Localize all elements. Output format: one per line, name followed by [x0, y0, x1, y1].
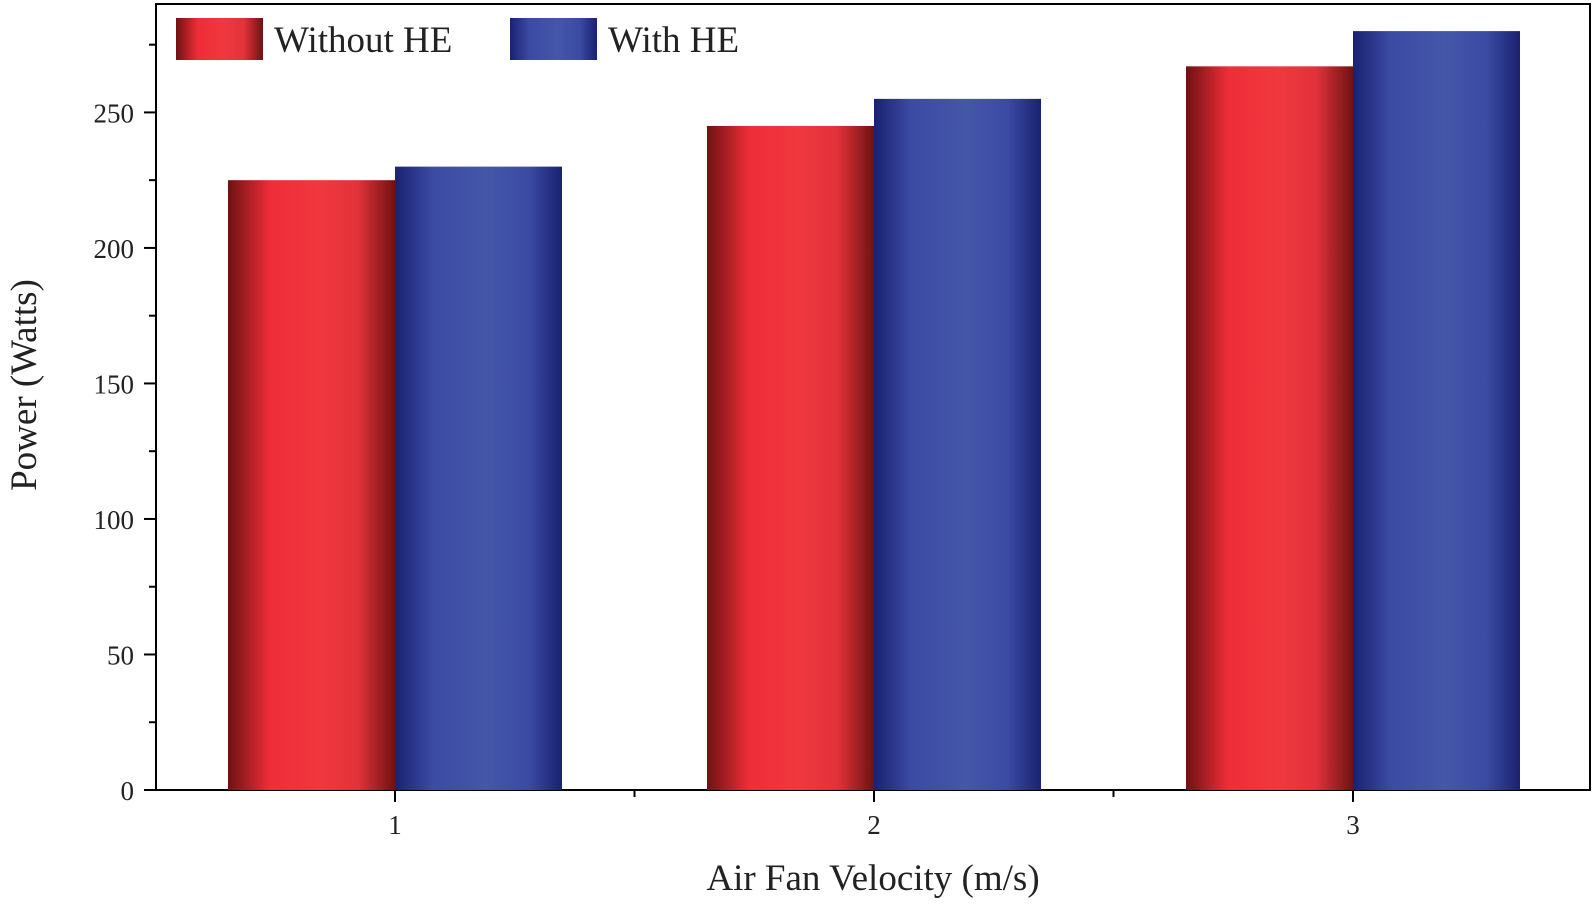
- y-tick-label: 0: [121, 776, 135, 806]
- bars-group: [228, 31, 1520, 791]
- x-tick-label: 2: [867, 810, 881, 840]
- bar-with-he-3: [1353, 31, 1520, 790]
- bar-with-he-2: [874, 98, 1041, 791]
- x-tick-label: 3: [1346, 810, 1360, 840]
- legend-swatch-with-he: [510, 18, 597, 60]
- x-axis: 1 2 3: [388, 790, 1360, 840]
- legend-label-without-he: Without HE: [274, 20, 452, 61]
- bar-without-he-2: [707, 125, 874, 790]
- bar-with-he-1: [395, 166, 562, 790]
- x-axis-title: Air Fan Velocity (m/s): [706, 858, 1039, 899]
- y-axis: 0 50 100 150 200 250: [94, 43, 156, 806]
- legend: Without HE With HE: [176, 18, 739, 61]
- x-tick-label: 1: [388, 810, 402, 840]
- y-tick-label: 200: [94, 234, 135, 264]
- bar-without-he-1: [228, 180, 395, 790]
- y-tick-label: 150: [94, 369, 135, 399]
- legend-label-with-he: With HE: [608, 20, 739, 61]
- y-tick-label: 100: [94, 505, 135, 535]
- bar-without-he-3: [1186, 66, 1353, 790]
- y-tick-label: 50: [107, 640, 134, 670]
- legend-swatch-without-he: [176, 18, 263, 60]
- y-axis-title: Power (Watts): [4, 279, 45, 491]
- y-tick-label: 250: [94, 98, 135, 128]
